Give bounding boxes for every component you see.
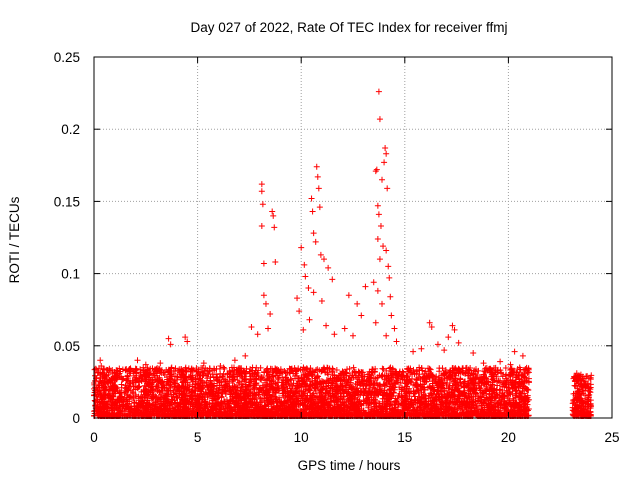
data-point <box>425 365 432 372</box>
data-point <box>524 369 531 376</box>
data-point <box>275 376 282 383</box>
data-point <box>124 372 131 379</box>
data-point <box>321 365 328 372</box>
data-point <box>146 380 153 387</box>
data-point <box>397 380 404 387</box>
grid <box>94 57 612 418</box>
data-point <box>307 365 314 372</box>
